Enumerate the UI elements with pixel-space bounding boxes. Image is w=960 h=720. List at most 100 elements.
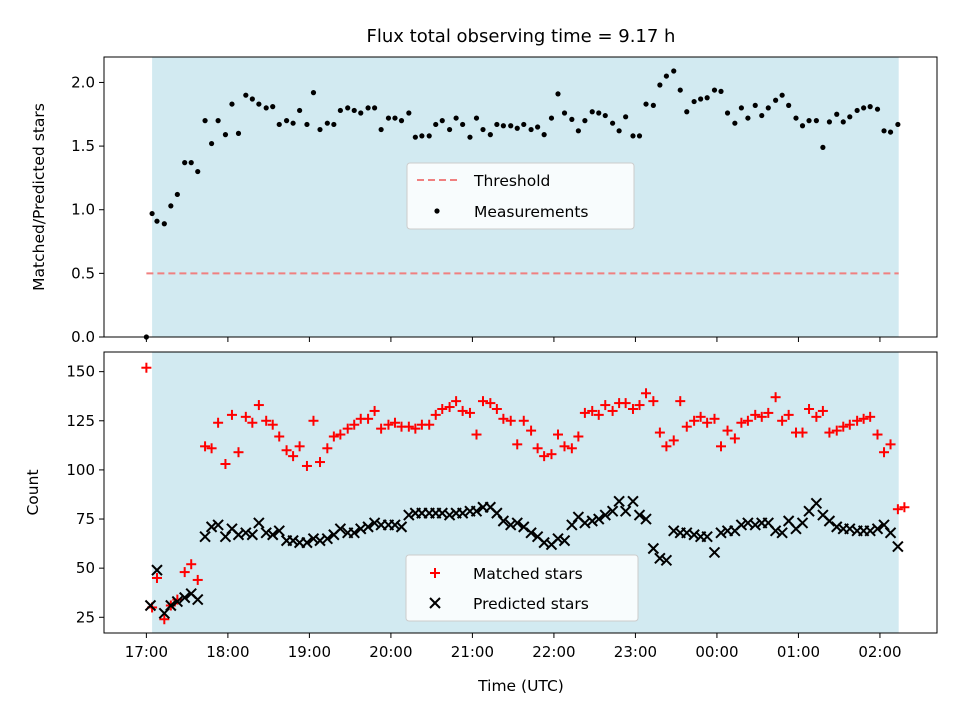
- measurement-point: [698, 96, 704, 102]
- matched-star-point: [444, 402, 455, 413]
- matched-star-point: [294, 441, 305, 452]
- predicted-star-point: [240, 527, 252, 539]
- predicted-star-point: [287, 534, 299, 547]
- predicted-star-point: [497, 515, 510, 527]
- matched-star-point: [600, 400, 611, 411]
- measurement-point: [834, 111, 840, 117]
- measurement-point: [392, 115, 398, 121]
- matched-star-point: [824, 427, 835, 438]
- measurement-point: [433, 121, 439, 128]
- measurement-point: [345, 105, 351, 111]
- predicted-star-point: [443, 509, 456, 521]
- top-legend-box: [406, 162, 635, 230]
- matched-star-point: [451, 396, 462, 407]
- measurement-point: [752, 102, 758, 108]
- matched-star-point: [322, 443, 333, 454]
- measurement-point: [304, 121, 310, 128]
- matched-star-point: [389, 417, 400, 428]
- predicted-star-point: [769, 525, 782, 537]
- matched-star-point: [641, 388, 652, 399]
- predicted-star-point: [165, 599, 177, 612]
- matched-star-point: [383, 419, 394, 430]
- predicted-star-point: [301, 536, 313, 549]
- measurement-point: [467, 134, 473, 140]
- y-tick-label: 150: [66, 363, 95, 381]
- measurement-point: [582, 118, 588, 124]
- bottom-y-ticks: 25 50 75 100 125 150: [66, 363, 104, 626]
- matched-star-point: [240, 411, 251, 422]
- measurement-point: [799, 123, 806, 129]
- matched-star-point: [858, 413, 869, 424]
- measurement-point: [711, 87, 718, 93]
- predicted-star-point: [735, 519, 748, 531]
- predicted-star-point: [640, 513, 652, 525]
- measurement-point: [561, 110, 568, 116]
- measurement-point: [500, 123, 506, 129]
- matched-star-point: [742, 415, 753, 426]
- measurement-point: [439, 118, 445, 124]
- matched-star-point: [587, 405, 598, 416]
- predicted-star-point: [403, 509, 415, 521]
- matched-star-point: [709, 413, 720, 424]
- y-tick-label: 100: [66, 461, 95, 479]
- predicted-star-point: [871, 523, 884, 535]
- predicted-star-point: [749, 519, 761, 531]
- matched-star-point: [872, 429, 883, 440]
- top-y-axis-label: Matched/Predicted stars: [30, 103, 48, 291]
- predicted-star-point: [144, 599, 157, 612]
- predicted-star-point: [701, 531, 713, 543]
- matched-star-point: [539, 451, 550, 462]
- predicted-star-point: [253, 517, 265, 529]
- legend-matched-swatch: [430, 568, 440, 578]
- matched-star-point: [634, 400, 645, 411]
- measurement-point: [256, 101, 262, 107]
- legend-predicted-label: Predicted stars: [473, 595, 589, 613]
- measurement-point: [528, 126, 534, 133]
- measurement-point: [663, 73, 669, 79]
- measurement-point: [759, 112, 765, 119]
- matched-star-point: [518, 415, 529, 426]
- measurement-point: [881, 128, 887, 134]
- matched-star-point: [200, 441, 211, 452]
- matched-star-point: [593, 409, 604, 420]
- predicted-star-point: [334, 523, 347, 535]
- matched-star-point: [559, 441, 570, 452]
- legend-matched-label: Matched stars: [473, 565, 583, 583]
- predicted-star-point: [199, 531, 211, 543]
- measurement-point: [208, 140, 215, 147]
- chart-title: Flux total observing time = 9.17 h: [367, 26, 676, 47]
- matched-star-point: [722, 425, 733, 436]
- matched-star-point: [879, 447, 890, 458]
- measurement-point: [426, 133, 432, 139]
- matched-star-point: [247, 417, 258, 428]
- measurement-point: [222, 132, 229, 138]
- measurement-point: [480, 126, 486, 133]
- measurement-point: [372, 105, 378, 111]
- predicted-star-point: [151, 564, 163, 576]
- measurement-point: [202, 118, 208, 124]
- measurement-point: [378, 126, 384, 133]
- measurement-point: [636, 133, 643, 139]
- matched-star-point: [838, 421, 849, 432]
- measurement-point: [487, 132, 493, 138]
- matched-star-point: [186, 559, 197, 570]
- measurement-point: [331, 121, 337, 128]
- matched-star-point: [498, 413, 509, 424]
- measurement-point: [623, 114, 629, 120]
- measurement-point: [453, 115, 459, 121]
- y-tick-label: 25: [76, 608, 95, 626]
- predicted-star-point: [321, 532, 334, 545]
- measurement-point: [460, 121, 466, 128]
- matched-star-point: [736, 417, 747, 428]
- matched-star-point: [335, 429, 346, 440]
- legend-predicted-marker: [429, 597, 441, 609]
- measurement-point: [806, 118, 812, 124]
- matched-star-point: [308, 415, 319, 426]
- measurement-point: [657, 82, 663, 88]
- matched-star-point: [261, 415, 272, 426]
- measurement-point: [732, 120, 738, 126]
- top-legend: Threshold Measurements: [406, 162, 635, 230]
- matched-star-point: [159, 614, 170, 625]
- predicted-star-point: [192, 593, 204, 606]
- measurement-point: [677, 87, 683, 93]
